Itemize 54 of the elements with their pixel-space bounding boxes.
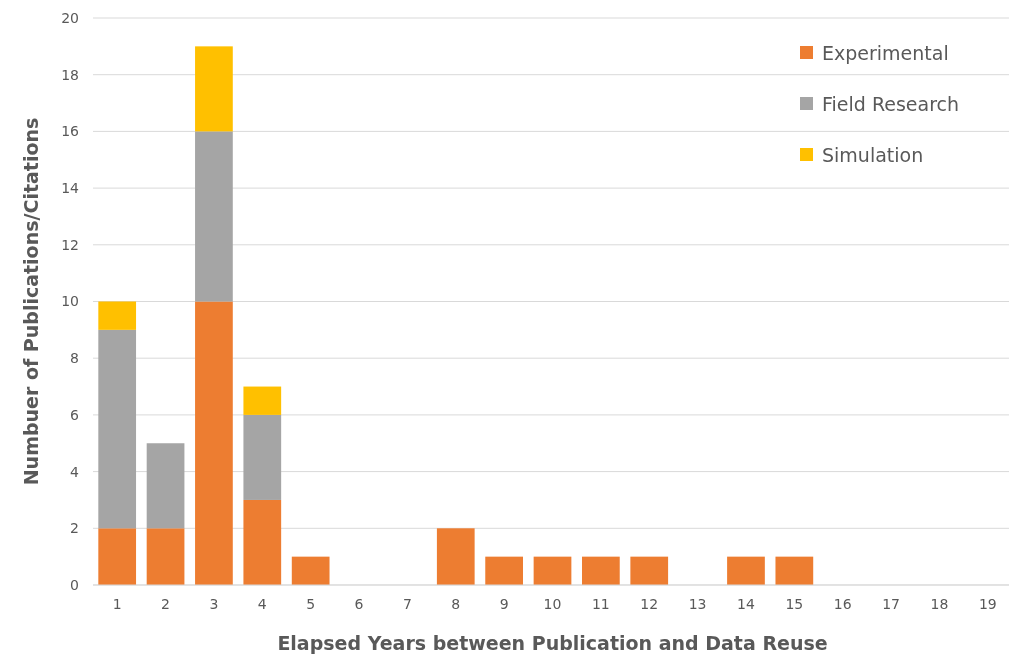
y-axis-title: Numbuer of Publications/Citations <box>20 117 42 486</box>
x-tick-label: 10 <box>543 596 562 612</box>
x-tick-label: 3 <box>209 596 219 612</box>
bar <box>98 301 137 330</box>
y-tick-label: 16 <box>61 123 80 140</box>
bar <box>146 528 185 585</box>
y-tick-label: 18 <box>61 66 79 83</box>
legend-label: Simulation <box>822 143 924 166</box>
bar <box>243 386 282 415</box>
bar <box>146 443 185 529</box>
x-tick-label: 9 <box>499 596 509 612</box>
x-axis-title: Elapsed Years between Publication and Data Reuse <box>277 632 828 654</box>
x-tick-label: 14 <box>737 596 755 612</box>
legend-label: Experimental <box>822 41 949 64</box>
x-tick-label: 13 <box>688 596 707 612</box>
x-tick-label: 18 <box>930 596 949 612</box>
x-tick-label: 2 <box>161 596 171 612</box>
bar <box>98 329 137 529</box>
x-tick-label: 16 <box>833 596 852 612</box>
y-tick-label: 8 <box>70 350 79 367</box>
bar <box>243 499 282 585</box>
y-tick-label: 4 <box>70 463 80 480</box>
bar <box>436 528 475 585</box>
x-tick-label: 1 <box>112 596 122 612</box>
legend-label: Field Research <box>822 92 960 115</box>
x-tick-label: 12 <box>640 596 659 612</box>
x-tick-label: 8 <box>451 596 461 612</box>
x-tick-label: 11 <box>591 596 610 612</box>
x-tick-label: 4 <box>257 596 267 612</box>
y-tick-label: 2 <box>70 520 79 537</box>
y-tick-label: 12 <box>61 236 79 253</box>
x-tick-label: 7 <box>402 596 412 612</box>
bar <box>291 556 330 585</box>
bar <box>485 556 523 585</box>
bar <box>533 556 572 585</box>
x-tick-label: 5 <box>306 596 316 612</box>
y-tick-label: 0 <box>70 576 79 593</box>
x-tick-label: 15 <box>785 596 804 612</box>
x-tick-label: 6 <box>354 596 364 612</box>
bar <box>98 528 137 585</box>
x-tick-label: 17 <box>882 596 900 612</box>
bar <box>727 556 765 585</box>
bar <box>195 131 233 302</box>
x-tick-label: 19 <box>978 596 997 612</box>
bar <box>630 556 669 585</box>
bar <box>775 556 814 585</box>
y-tick-label: 20 <box>61 9 79 26</box>
bar <box>195 46 233 132</box>
bar <box>195 301 233 585</box>
bar <box>243 414 282 500</box>
y-tick-label: 10 <box>61 293 79 310</box>
y-tick-label: 6 <box>70 406 80 423</box>
bar <box>582 556 620 585</box>
y-tick-label: 14 <box>61 180 80 196</box>
